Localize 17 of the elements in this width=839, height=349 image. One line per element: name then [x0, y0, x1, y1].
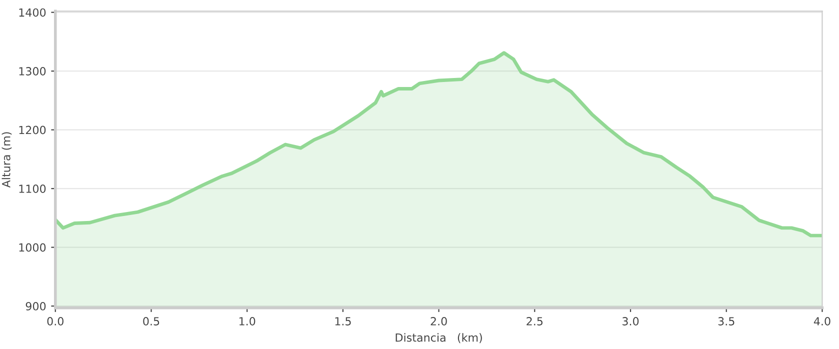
y-tick-label: 1400 [19, 8, 46, 17]
y-tick-label: 1100 [19, 184, 46, 193]
x-tick-label: 0.0 [47, 317, 64, 326]
x-tick-label: 2.0 [430, 317, 447, 326]
x-axis-title: Distancia (km) [396, 333, 482, 344]
y-tick-label: 900 [26, 302, 46, 310]
x-tick-label: 3.5 [718, 317, 734, 326]
y-tick-label: 1200 [19, 126, 46, 134]
x-tick-label: 0.5 [143, 317, 160, 326]
x-tick-label: 1.5 [335, 317, 351, 326]
y-tick-label: 1000 [19, 243, 46, 252]
x-tick-label: 1.0 [239, 317, 256, 326]
x-tick-label: 3.0 [622, 317, 639, 326]
x-tick-label: 2.5 [526, 317, 543, 326]
y-tick-label: 1300 [19, 67, 46, 76]
y-axis-title: Altura (m) [2, 132, 12, 188]
x-tick-label: 4.0 [814, 317, 830, 326]
